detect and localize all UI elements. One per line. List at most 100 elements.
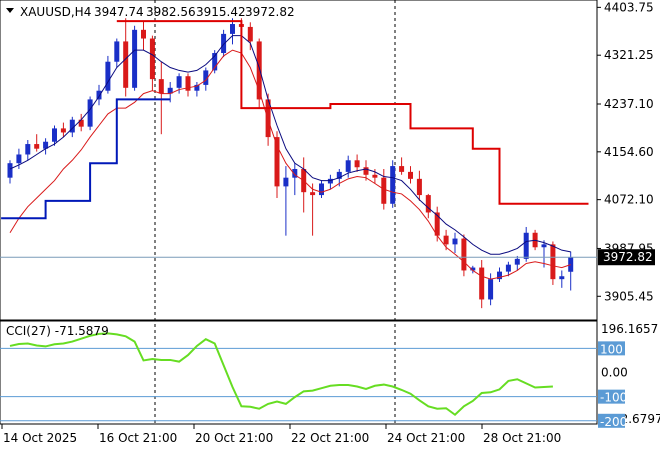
- candle-body: [408, 171, 413, 179]
- cci-level-label: -100: [600, 391, 627, 405]
- candle-body: [523, 232, 529, 259]
- fast-ma-line: [9, 49, 571, 280]
- svg-text:3972.82: 3972.82: [603, 250, 653, 264]
- candle-body: [194, 84, 200, 91]
- candle-body: [141, 29, 146, 39]
- candle-body: [541, 244, 547, 248]
- candle-body: [212, 53, 218, 71]
- close-value: 3972.82: [245, 5, 295, 19]
- candle-body: [425, 195, 431, 213]
- candle-body: [505, 264, 511, 272]
- cci-level-tag: [598, 413, 625, 428]
- candle-body: [452, 238, 458, 245]
- main-pane-frame: [0, 0, 598, 321]
- low-value: 3915.42: [196, 5, 246, 19]
- time-label: 28 Oct 21:00: [483, 431, 561, 445]
- candle-body: [399, 166, 405, 172]
- candle-body: [292, 168, 298, 178]
- price-tick-label: 4154.60: [604, 145, 654, 159]
- cci-pane-frame: [0, 320, 598, 425]
- candle-body: [327, 178, 333, 184]
- candle-body: [25, 144, 31, 155]
- cci-level-tag: [598, 389, 625, 404]
- time-label: 20 Oct 21:00: [195, 431, 273, 445]
- candle-body: [461, 238, 467, 271]
- candle-body: [60, 128, 66, 133]
- candle-body: [443, 235, 449, 245]
- candle-body: [43, 141, 49, 149]
- candle-body: [149, 38, 155, 80]
- candle-body: [123, 41, 129, 88]
- candle-body: [52, 128, 57, 142]
- cci-level-label: 0.00: [601, 366, 628, 380]
- candle-body: [34, 144, 40, 149]
- candle-body: [132, 29, 138, 88]
- candle-body: [69, 119, 75, 133]
- candle-body: [87, 99, 93, 127]
- candle-body: [230, 24, 235, 34]
- candle-body: [381, 177, 387, 204]
- time-label: 14 Oct 2025: [3, 431, 77, 445]
- candle-body: [416, 178, 422, 196]
- red-stop-line: [116, 20, 589, 205]
- candle-body: [434, 212, 440, 236]
- time-label: 22 Oct 21:00: [291, 431, 369, 445]
- candle-body: [16, 154, 22, 164]
- candle-body: [390, 166, 396, 204]
- open-value: 3947.74: [94, 5, 144, 19]
- cci-top-value: 196.1657: [601, 322, 658, 336]
- candle-body: [176, 76, 182, 88]
- candle-body: [568, 257, 574, 272]
- candle-body: [354, 160, 360, 168]
- cci-level-tag: [598, 341, 625, 356]
- candle-body: [114, 41, 120, 62]
- cci-line: [9, 332, 553, 417]
- candle-body: [167, 87, 173, 94]
- price-tick-label: 4321.25: [604, 48, 654, 62]
- high-value: 3982.56: [146, 5, 196, 19]
- candle-body: [514, 258, 520, 265]
- price-tick-label: 4403.75: [604, 0, 654, 14]
- time-axis: 14 Oct 2025 16 Oct 21:00 20 Oct 21:00 22 Oc…: [1, 424, 561, 445]
- dropdown-triangle-icon[interactable]: [6, 8, 14, 13]
- candle-body: [203, 70, 209, 85]
- price-tick-label: 4072.10: [604, 193, 654, 207]
- time-label: 16 Oct 21:00: [99, 431, 177, 445]
- candle-body: [78, 119, 84, 127]
- candle-body: [479, 267, 485, 300]
- candle-body: [105, 61, 111, 91]
- symbol-label: XAUUSD,H4: [20, 5, 91, 19]
- candle-body: [274, 137, 280, 187]
- candlestick-series: [7, 18, 574, 309]
- candle-body: [336, 171, 342, 179]
- candle-body: [247, 26, 253, 42]
- cci-level-label: -200: [600, 415, 627, 429]
- cci-label: CCI(27) -71.5879: [6, 324, 109, 338]
- candle-body: [158, 79, 164, 94]
- price-tick-label: 4237.10: [604, 97, 654, 111]
- cci-level-label: 100: [600, 342, 623, 356]
- symbol-header: XAUUSD,H4 3947.74 3982.56 3915.42 3972.8…: [6, 5, 295, 19]
- candle-body: [310, 192, 316, 196]
- candle-body: [283, 177, 289, 187]
- blue-stop-line: [1, 98, 171, 220]
- candle-body: [7, 163, 13, 178]
- candle-body: [185, 76, 191, 91]
- candle-body: [221, 33, 227, 54]
- candle-body: [363, 167, 369, 175]
- candle-body: [345, 160, 351, 172]
- candle-body: [559, 276, 565, 280]
- candle-body: [96, 90, 102, 100]
- current-price-tag: 3972.82: [598, 249, 655, 266]
- time-label: 24 Oct 21:00: [387, 431, 465, 445]
- candle-body: [319, 183, 324, 196]
- indicator-lines: [1, 20, 589, 280]
- candle-body: [372, 174, 378, 178]
- candle-body: [470, 267, 476, 271]
- slow-ma-line: [9, 35, 571, 255]
- candle-body: [256, 41, 262, 100]
- candle-body: [550, 244, 556, 280]
- cci-level-lines: [0, 347, 597, 422]
